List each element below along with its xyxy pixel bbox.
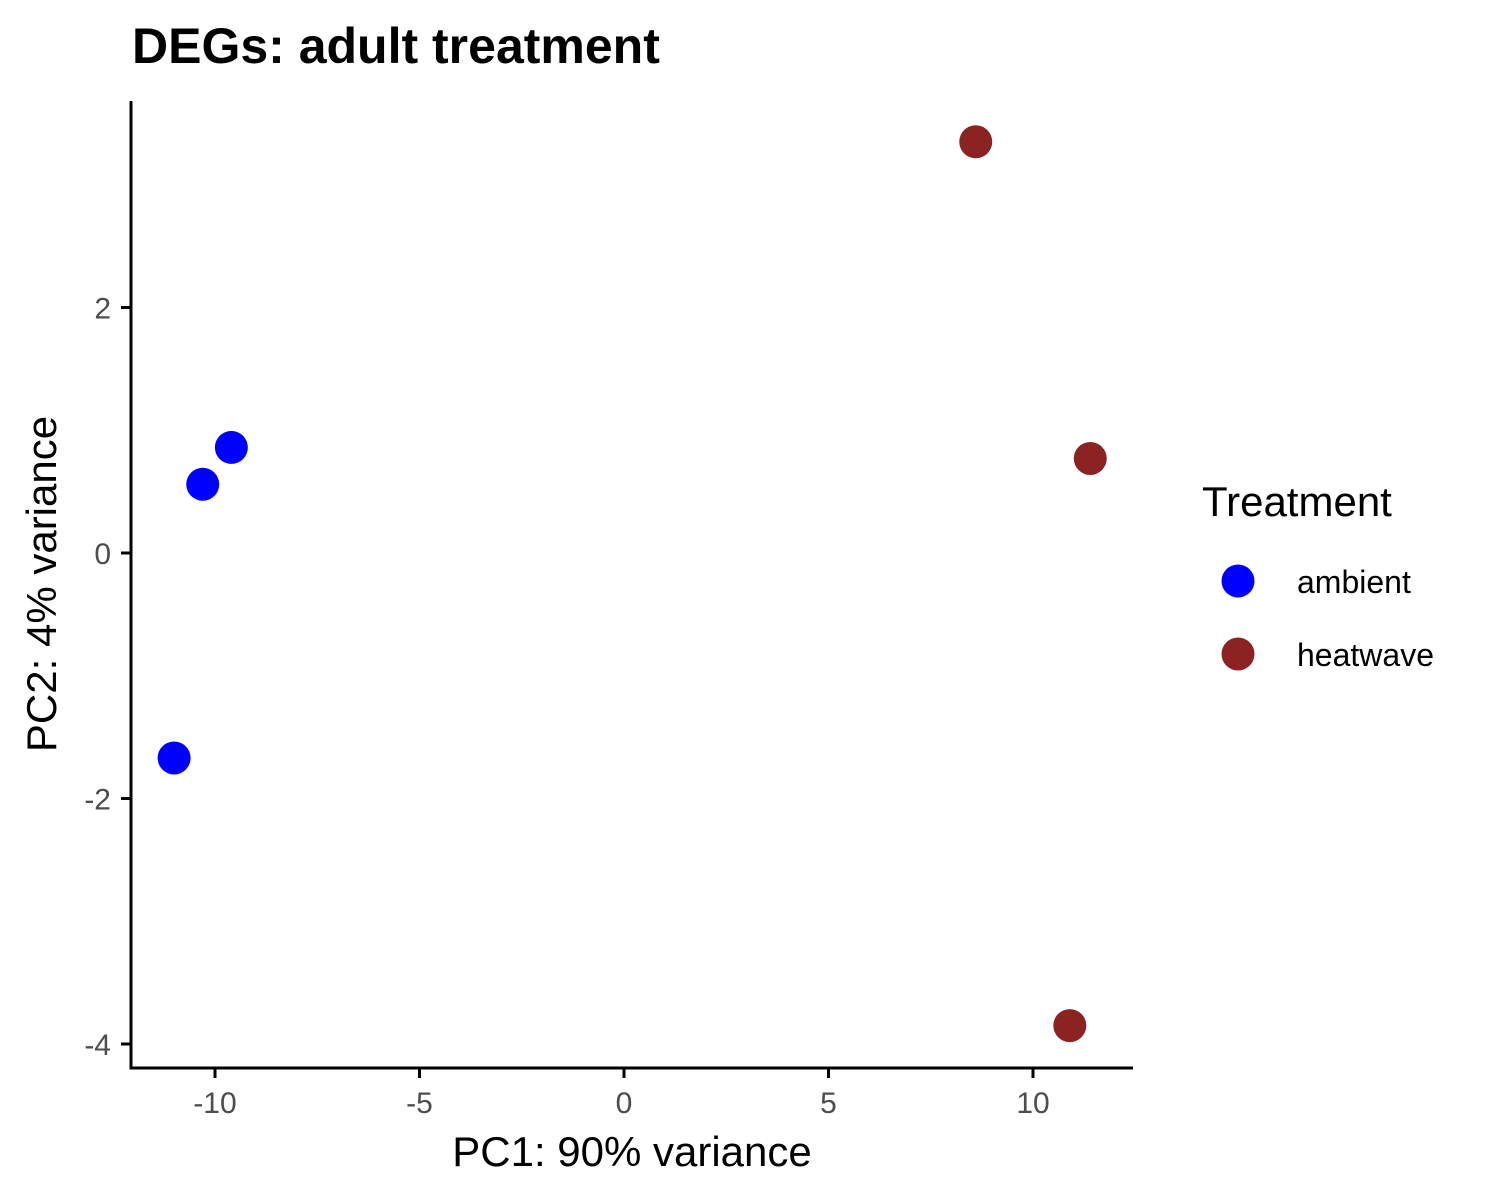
legend-entries: ambient heatwave — [1222, 564, 1434, 673]
y-tick-label: -2 — [84, 784, 111, 817]
axes — [130, 101, 1134, 1068]
x-tick-label: 10 — [1016, 1087, 1049, 1120]
y-tick-label: 0 — [94, 538, 111, 571]
y-axis-title: PC2: 4% variance — [18, 416, 65, 752]
data-point-ambient — [158, 741, 191, 774]
data-point-heatwave — [1074, 442, 1107, 475]
y-tick-label: 2 — [94, 293, 111, 326]
x-tick-label: 5 — [820, 1087, 837, 1120]
legend-title: Treatment — [1202, 478, 1392, 525]
data-point-ambient — [215, 431, 248, 464]
data-point-heatwave — [959, 125, 992, 158]
x-axis-title: PC1: 90% variance — [452, 1128, 812, 1175]
data-points — [158, 125, 1107, 1042]
legend-label-heatwave: heatwave — [1297, 637, 1434, 673]
x-tick-label: 0 — [616, 1087, 633, 1120]
x-axis-ticks: -10 -5 0 5 10 — [193, 1068, 1049, 1120]
y-tick-label: -4 — [84, 1029, 111, 1062]
legend-key-heatwave — [1222, 638, 1255, 671]
legend-label-ambient: ambient — [1297, 564, 1411, 600]
x-tick-label: -5 — [406, 1087, 433, 1120]
data-point-ambient — [186, 468, 219, 501]
legend-key-ambient — [1222, 565, 1255, 598]
data-point-heatwave — [1053, 1009, 1086, 1042]
y-axis-ticks: 2 0 -2 -4 — [84, 293, 131, 1063]
chart-title: DEGs: adult treatment — [132, 18, 660, 74]
legend: Treatment ambient heatwave — [1202, 478, 1434, 673]
x-tick-label: -10 — [193, 1087, 236, 1120]
